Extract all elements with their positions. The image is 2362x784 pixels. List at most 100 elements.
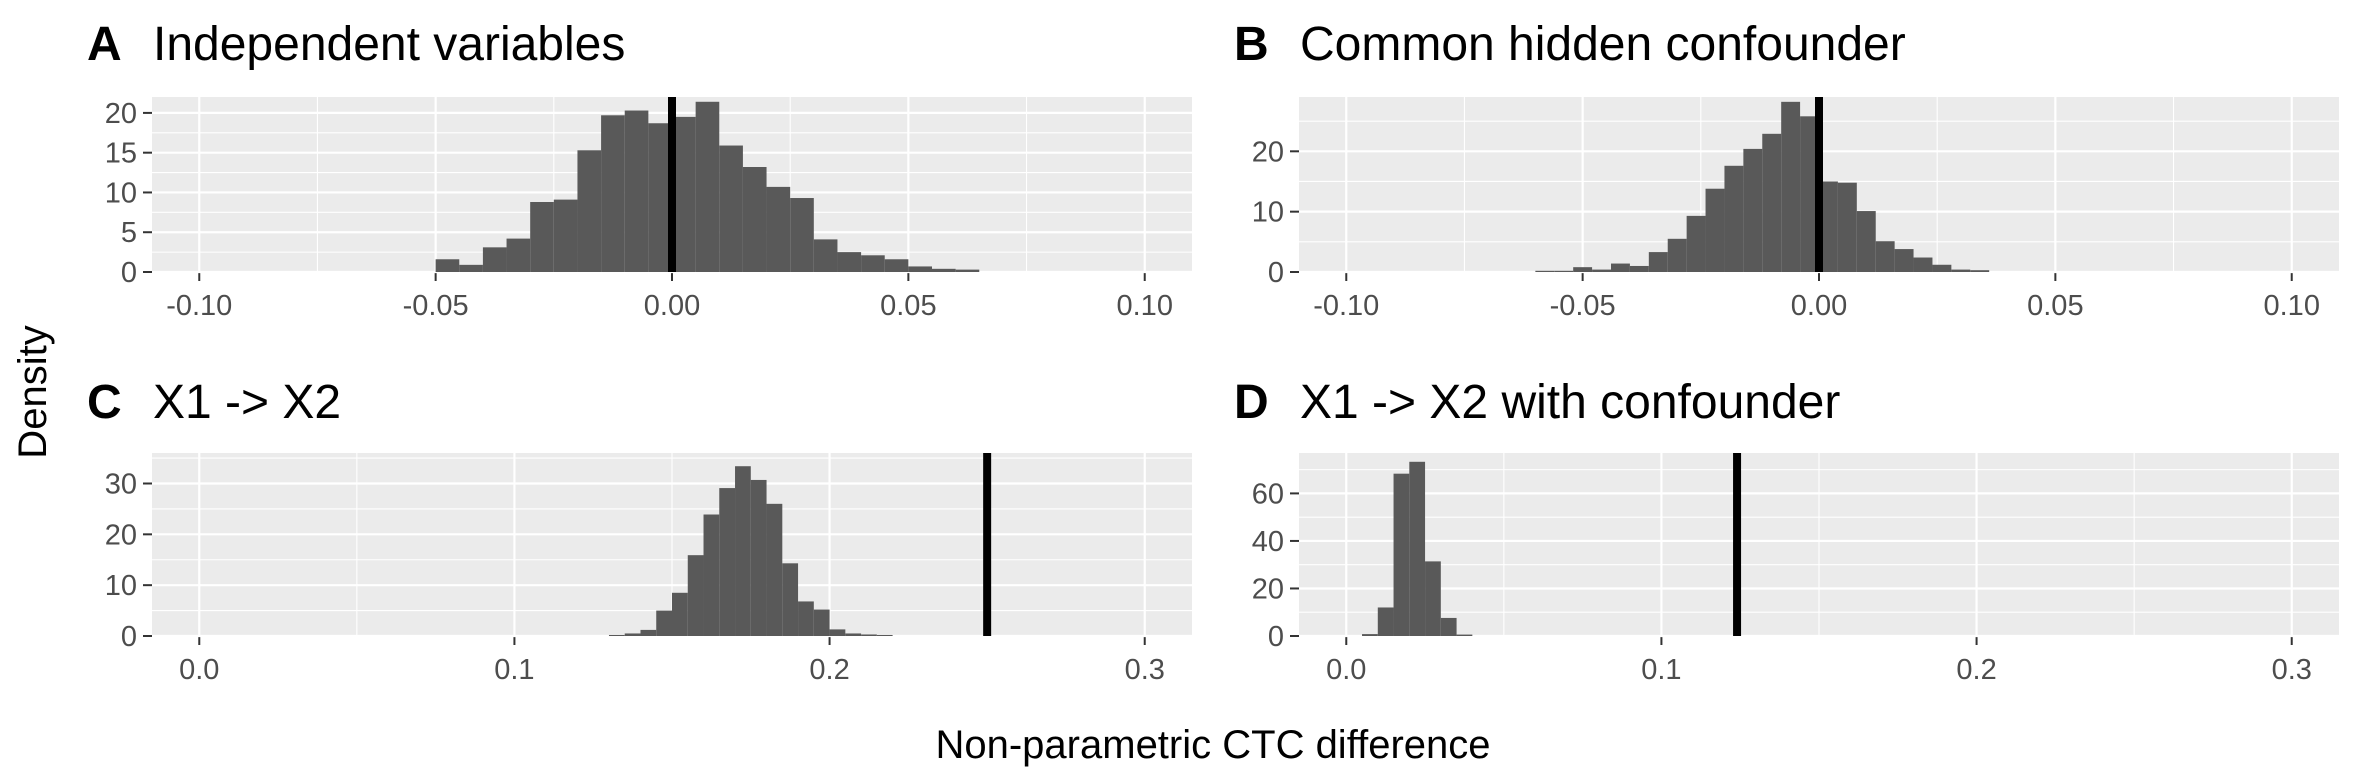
x-tick-label: -0.10 <box>1313 290 1379 322</box>
histogram-bar <box>687 555 704 636</box>
histogram-bar <box>1425 561 1441 636</box>
y-tick-label: 20 <box>1252 136 1284 168</box>
panel-d: 0.0 0.1 0.2 0.3 0 20 40 60 D X1 -> X2 with confou… <box>1234 376 2339 686</box>
histogram-bar <box>672 592 688 636</box>
histogram-bar <box>829 629 846 636</box>
x-tick-label: -0.05 <box>403 290 469 322</box>
histogram-bar <box>1440 617 1457 636</box>
x-tick-label: 0.00 <box>644 290 700 322</box>
histogram-bar <box>1705 188 1725 272</box>
histogram-bar <box>1856 211 1876 272</box>
histogram-bar <box>1894 249 1914 272</box>
histogram-bar <box>624 633 641 636</box>
histogram-bar <box>1875 241 1895 272</box>
x-tick-label: 0.10 <box>2264 290 2320 322</box>
x-tick-label: 0.05 <box>880 290 936 322</box>
y-tick-label: 60 <box>1252 478 1284 510</box>
x-tick-label: 0.2 <box>1956 654 1996 686</box>
histogram-bar <box>1932 264 1952 272</box>
histogram-bar <box>1724 165 1744 272</box>
histogram-bar <box>766 186 791 272</box>
histogram-bar <box>813 609 830 636</box>
x-tick-label: 0.2 <box>809 654 849 686</box>
histogram-bar <box>601 115 625 272</box>
histogram-bar <box>1913 257 1933 272</box>
y-tick-label: 10 <box>1252 197 1284 229</box>
histogram-bar <box>1393 473 1410 636</box>
histogram-bar <box>766 503 783 636</box>
histogram-bar <box>876 634 893 636</box>
histogram-bar <box>482 247 507 272</box>
histogram-bar <box>742 167 767 272</box>
x-tick-label: -0.10 <box>166 290 232 322</box>
panel-title-a: Independent variables <box>153 18 625 71</box>
histogram-bar <box>1667 238 1687 272</box>
histogram-bar <box>782 563 799 636</box>
histogram-bar <box>798 601 814 636</box>
histogram-bar <box>955 269 980 272</box>
histogram-bar <box>703 514 720 636</box>
histogram-bar <box>577 150 602 272</box>
histogram-bar <box>1377 607 1394 636</box>
y-tick-label: 10 <box>105 570 137 602</box>
histogram-bar <box>719 488 736 636</box>
x-tick-label: 0.05 <box>2027 290 2083 322</box>
histogram-bar <box>695 101 720 272</box>
histogram-bar <box>1762 133 1782 272</box>
y-tick-label: 0 <box>121 257 137 289</box>
histogram-bar <box>506 238 531 272</box>
histogram-bar <box>1573 267 1593 272</box>
histogram-bar <box>735 466 751 636</box>
histogram-bar <box>1781 101 1801 273</box>
histogram-bar <box>1554 270 1574 272</box>
x-tick-label: 0.10 <box>1117 290 1173 322</box>
histogram-bar <box>908 266 932 272</box>
histogram-bar <box>932 268 956 272</box>
y-axis-title: Density <box>11 325 55 458</box>
panel-tag-b: B <box>1234 18 1269 71</box>
histogram-bar <box>861 255 885 272</box>
x-axis-title: Non-parametric CTC difference <box>935 723 1490 767</box>
histogram-bar <box>1409 461 1426 636</box>
histogram-bar <box>837 252 862 272</box>
y-tick-label: 0 <box>121 621 137 653</box>
histogram-bar <box>845 633 862 636</box>
histogram-bar <box>648 123 672 272</box>
histogram-bar <box>1951 269 1971 272</box>
y-tick-label: 10 <box>105 177 137 209</box>
panel-title-d: X1 -> X2 with confounder <box>1300 376 1840 429</box>
x-tick-label: -0.05 <box>1550 290 1616 322</box>
panel-tag-d: D <box>1234 376 1269 429</box>
y-tick-label: 20 <box>1252 573 1284 605</box>
histogram-bar <box>624 110 649 272</box>
histogram-bar <box>553 199 578 272</box>
y-tick-label: 5 <box>121 217 137 249</box>
x-tick-label: 0.3 <box>2272 654 2312 686</box>
histogram-bar <box>719 145 743 272</box>
histogram-bar <box>1837 182 1857 272</box>
y-tick-label: 20 <box>105 98 137 130</box>
x-tick-label: 0.00 <box>1791 290 1847 322</box>
panel-c: 0.0 0.1 0.2 0.3 0 10 20 30 C X1 -> X2 <box>87 376 1192 686</box>
x-tick-label: 0.0 <box>1326 654 1366 686</box>
histogram-bar <box>672 116 696 273</box>
panel-a: -0.10 -0.05 0.00 0.05 0.10 0 5 10 15 20 A Independe… <box>87 18 1192 322</box>
histogram-bar <box>1800 116 1819 272</box>
histogram-bar <box>1535 270 1555 272</box>
y-tick-label: 40 <box>1252 526 1284 558</box>
y-tick-label: 15 <box>105 138 137 170</box>
histogram-bar <box>750 479 767 636</box>
histogram-bar <box>790 198 814 272</box>
y-tick-label: 20 <box>105 519 137 551</box>
panel-tag-c: C <box>87 376 122 429</box>
histogram-bar <box>640 629 657 636</box>
histogram-bar <box>530 202 554 272</box>
histogram-bar <box>656 610 672 636</box>
histogram-bar <box>884 259 909 272</box>
histogram-bar <box>1611 263 1630 272</box>
histogram-bar <box>1592 269 1611 272</box>
histogram-bar <box>1819 181 1838 272</box>
histogram-bar <box>1629 265 1649 272</box>
panel-title-b: Common hidden confounder <box>1300 18 1906 71</box>
